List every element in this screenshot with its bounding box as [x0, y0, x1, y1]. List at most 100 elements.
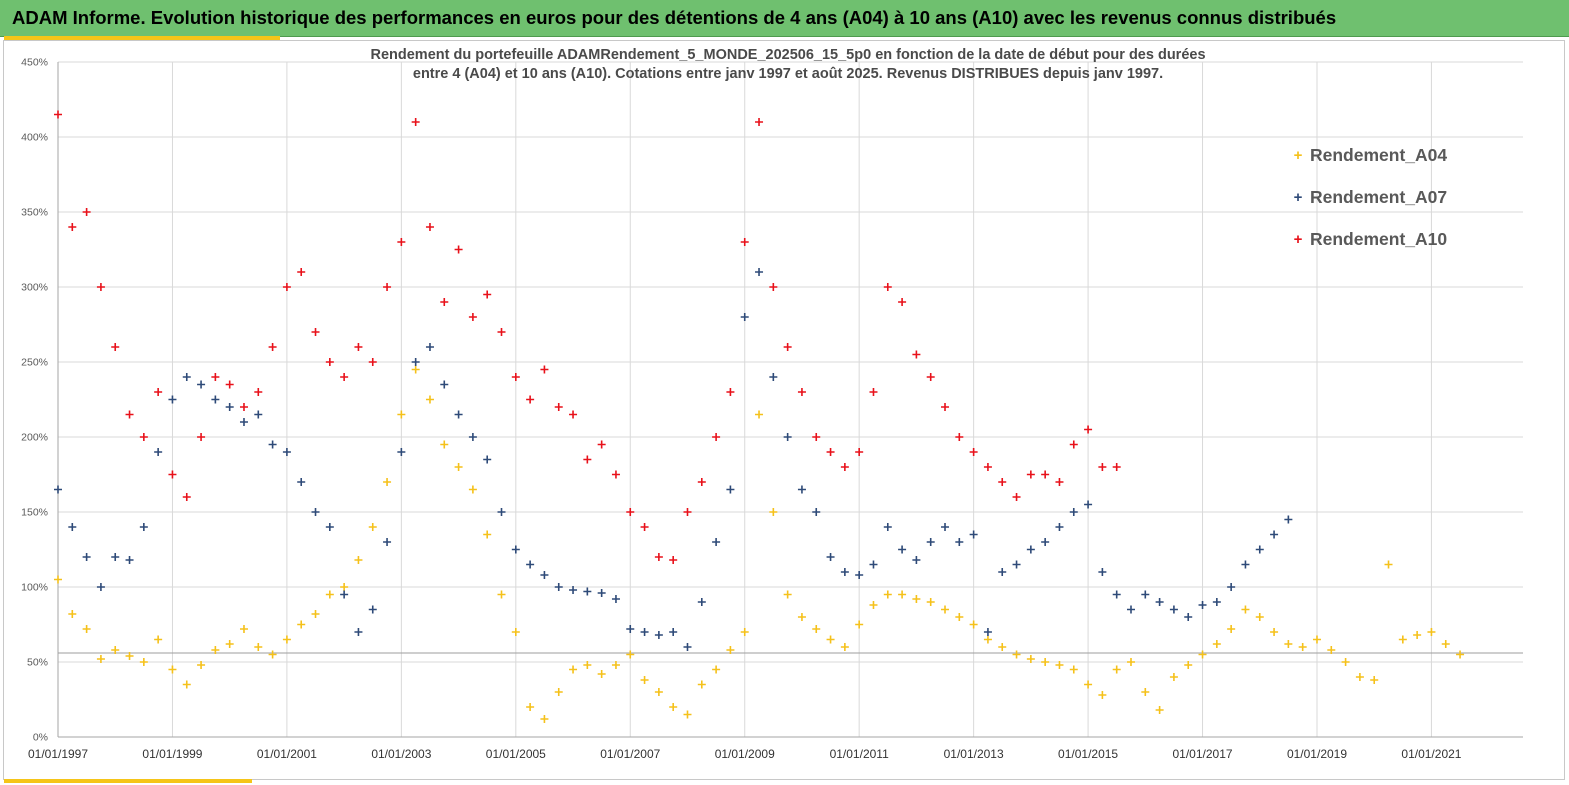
data-point-rendement_a04: [812, 625, 821, 633]
data-point-rendement_a07: [82, 553, 91, 561]
data-point-rendement_a04: [1355, 673, 1364, 681]
data-point-rendement_a07: [225, 403, 234, 411]
data-point-rendement_a07: [340, 590, 349, 599]
data-point-rendement_a10: [797, 388, 806, 396]
data-point-rendement_a10: [1069, 440, 1078, 449]
data-point-rendement_a07: [68, 523, 77, 531]
data-point-rendement_a04: [1413, 631, 1422, 639]
data-point-rendement_a10: [626, 508, 635, 516]
data-point-rendement_a04: [96, 655, 105, 663]
data-point-rendement_a10: [726, 388, 735, 396]
data-point-rendement_a04: [912, 595, 921, 603]
data-point-rendement_a04: [1069, 665, 1078, 674]
data-point-rendement_a04: [611, 661, 620, 669]
data-point-rendement_a07: [1184, 613, 1193, 621]
data-point-rendement_a07: [941, 523, 950, 531]
data-point-rendement_a04: [983, 635, 992, 644]
data-point-rendement_a07: [96, 583, 105, 591]
data-point-rendement_a10: [898, 298, 907, 306]
x-tick-label: 01/01/2007: [600, 747, 660, 761]
data-point-rendement_a04: [139, 658, 148, 666]
data-point-rendement_a04: [554, 688, 563, 696]
data-point-rendement_a10: [1084, 425, 1093, 434]
data-point-rendement_a07: [1241, 560, 1250, 569]
data-point-rendement_a10: [225, 380, 234, 389]
data-point-rendement_a10: [783, 343, 792, 351]
data-point-rendement_a07: [239, 418, 248, 426]
y-tick-label: 0%: [33, 732, 48, 744]
data-point-rendement_a04: [1227, 625, 1236, 633]
accent-bar-top: [4, 36, 280, 40]
data-point-rendement_a07: [1112, 590, 1121, 599]
data-point-rendement_a04: [340, 583, 349, 591]
data-point-rendement_a10: [340, 373, 349, 381]
data-point-rendement_a04: [311, 610, 320, 618]
data-point-rendement_a10: [826, 448, 835, 456]
data-point-rendement_a04: [1212, 640, 1221, 648]
data-point-rendement_a04: [282, 635, 291, 644]
data-point-rendement_a04: [569, 665, 578, 674]
data-point-rendement_a04: [397, 410, 406, 419]
data-point-rendement_a04: [1112, 665, 1121, 674]
data-point-rendement_a04: [697, 680, 706, 689]
data-point-rendement_a04: [1098, 691, 1107, 699]
data-point-rendement_a04: [1041, 658, 1050, 666]
data-point-rendement_a04: [1255, 613, 1264, 621]
data-point-rendement_a10: [683, 508, 692, 516]
data-point-rendement_a10: [125, 410, 134, 419]
data-point-rendement_a10: [154, 388, 163, 396]
x-tick-label: 01/01/2021: [1401, 747, 1461, 761]
data-point-rendement_a07: [497, 508, 506, 516]
data-point-rendement_a07: [54, 485, 62, 494]
data-point-rendement_a07: [311, 508, 320, 516]
data-point-rendement_a07: [912, 556, 921, 564]
data-point-rendement_a10: [168, 470, 177, 479]
legend-label-a04: Rendement_A04: [1310, 144, 1448, 165]
data-point-rendement_a07: [483, 455, 492, 464]
data-point-rendement_a10: [740, 238, 749, 246]
x-tick-label: 01/01/2003: [371, 747, 431, 761]
data-point-rendement_a07: [955, 538, 964, 546]
data-point-rendement_a10: [325, 358, 334, 366]
report-header: ADAM Informe. Evolution historique des p…: [0, 0, 1569, 37]
data-point-rendement_a10: [955, 433, 964, 441]
data-point-rendement_a10: [969, 448, 978, 456]
legend-label-a10: Rendement_A10: [1310, 228, 1448, 249]
data-point-rendement_a10: [1112, 463, 1121, 471]
data-point-rendement_a07: [826, 553, 835, 561]
data-point-rendement_a10: [669, 556, 678, 564]
data-point-rendement_a10: [569, 410, 578, 419]
data-point-rendement_a04: [1012, 650, 1021, 659]
data-point-rendement_a04: [855, 620, 864, 629]
data-point-rendement_a04: [1127, 658, 1135, 666]
data-point-rendement_a07: [1212, 598, 1221, 606]
data-point-rendement_a04: [1026, 655, 1035, 663]
x-tick-label: 01/01/2005: [486, 747, 546, 761]
data-point-rendement_a04: [225, 640, 234, 648]
data-point-rendement_a10: [941, 403, 950, 411]
data-point-rendement_a07: [354, 628, 363, 636]
data-point-rendement_a04: [368, 523, 377, 531]
data-point-rendement_a10: [139, 433, 148, 441]
data-point-rendement_a04: [669, 703, 678, 711]
x-tick-label: 01/01/2019: [1287, 747, 1347, 761]
data-point-rendement_a07: [726, 485, 735, 494]
data-point-rendement_a04: [1084, 680, 1093, 689]
data-point-rendement_a04: [182, 680, 191, 689]
data-point-rendement_a04: [82, 625, 91, 633]
data-point-rendement_a04: [998, 643, 1007, 651]
data-point-rendement_a07: [425, 343, 434, 351]
data-point-rendement_a10: [998, 478, 1007, 486]
data-point-rendement_a07: [554, 583, 563, 591]
y-tick-label: 350%: [21, 207, 48, 219]
data-point-rendement_a10: [96, 283, 105, 291]
data-point-rendement_a04: [712, 665, 721, 674]
data-point-rendement_a04: [1141, 688, 1150, 696]
data-point-rendement_a07: [669, 628, 678, 636]
data-point-rendement_a07: [1141, 590, 1150, 599]
data-point-rendement_a07: [1041, 538, 1050, 546]
data-point-rendement_a10: [1041, 470, 1050, 479]
data-point-rendement_a10: [926, 373, 935, 381]
chart-title-line-2: entre 4 (A04) et 10 ans (A10). Cotations…: [412, 66, 1164, 82]
data-point-rendement_a04: [325, 590, 334, 599]
